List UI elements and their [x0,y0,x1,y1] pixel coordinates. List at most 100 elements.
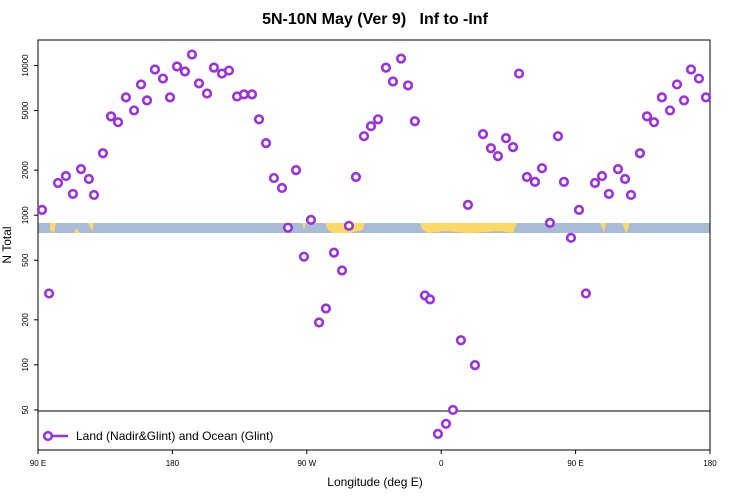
data-point [612,163,624,175]
data-point [171,61,183,72]
y-tick-label: 50 [21,405,30,414]
data-point [477,129,489,140]
data-point [36,204,48,215]
chart-title: 5N-10N May (Ver 9) Inf to -Inf [262,11,488,28]
legend-label: Land (Nadir&Glint) and Ocean (Glint) [76,429,273,443]
data-point [313,317,325,328]
data-point [128,105,140,116]
x-tick-label: 0 [439,459,444,468]
data-point [521,171,533,183]
data-point [201,88,213,99]
data-point [395,53,407,64]
data-point [305,214,317,225]
data-point [60,170,72,182]
data-point [440,418,452,429]
data-point [43,288,55,299]
data-point [52,177,64,189]
data-point [365,121,377,132]
x-tick-label: 180 [703,459,717,468]
data-point [700,92,712,103]
data-point [179,66,191,77]
data-point [552,131,564,142]
data-point [387,76,399,87]
data-point [424,294,436,305]
data-point [664,105,676,116]
data-point [268,172,280,184]
data-point [573,204,585,215]
data-point [88,189,100,201]
data-point [320,303,332,314]
data-point [105,111,117,122]
data-point [500,133,512,144]
data-point [75,163,87,175]
data-point [656,92,668,103]
data-point [558,176,570,187]
data-point [462,199,474,210]
data-point [596,170,608,182]
data-point [485,143,497,154]
data-point [625,189,637,201]
data-point [336,265,348,276]
data-point [186,49,198,60]
data-point [83,173,95,185]
data-point [141,95,153,106]
data-point [282,222,294,233]
y-tick-label: 200 [21,313,30,327]
data-point [619,173,631,185]
data-point [253,114,265,125]
x-tick-label: 90 E [30,459,46,468]
land-strip [420,223,517,233]
data-point [276,182,288,194]
x-tick-label: 180 [166,459,180,468]
x-tick-label: 90 W [297,459,316,468]
data-point [565,232,577,243]
data-point [447,404,459,416]
data-point [290,165,302,176]
data-point [67,188,79,200]
plot-frame [37,39,711,451]
data-point [372,114,384,125]
data-point [328,247,340,258]
data-point [343,220,355,231]
data-point [536,163,548,174]
data-point [350,171,362,183]
data-point [238,89,250,100]
data-point [544,217,556,228]
data-point [112,117,124,128]
data-point [135,79,147,90]
data-point [641,111,653,122]
data-point [409,116,421,127]
x-axis-label: Longitude (deg E) [327,475,422,489]
data-point [380,62,392,73]
data-point [678,95,690,106]
data-point [260,138,272,149]
data-point [432,428,444,439]
data-point [685,64,697,75]
y-tick-label: 10000 [21,54,30,77]
data-point [120,92,132,103]
y-axis-label: N Total [0,226,14,263]
y-tick-label: 500 [21,253,30,267]
data-point [164,92,176,103]
y-tick-label: 100 [21,358,30,372]
map-strip [38,223,710,233]
data-point [223,65,235,76]
y-tick-label: 5000 [21,101,30,119]
data-point [246,89,258,100]
data-point [455,335,467,346]
data-point [693,73,705,84]
data-point [402,80,414,91]
data-point [580,288,592,299]
legend-marker [42,430,54,442]
data-point [358,131,370,142]
data-point [529,176,541,187]
data-point [589,177,601,189]
data-point [492,151,504,162]
y-tick-label: 2000 [21,161,30,179]
data-point [507,141,519,153]
y-tick-label: 1000 [21,206,30,224]
data-point [193,78,205,89]
data-point [157,73,169,84]
data-point [648,117,660,128]
